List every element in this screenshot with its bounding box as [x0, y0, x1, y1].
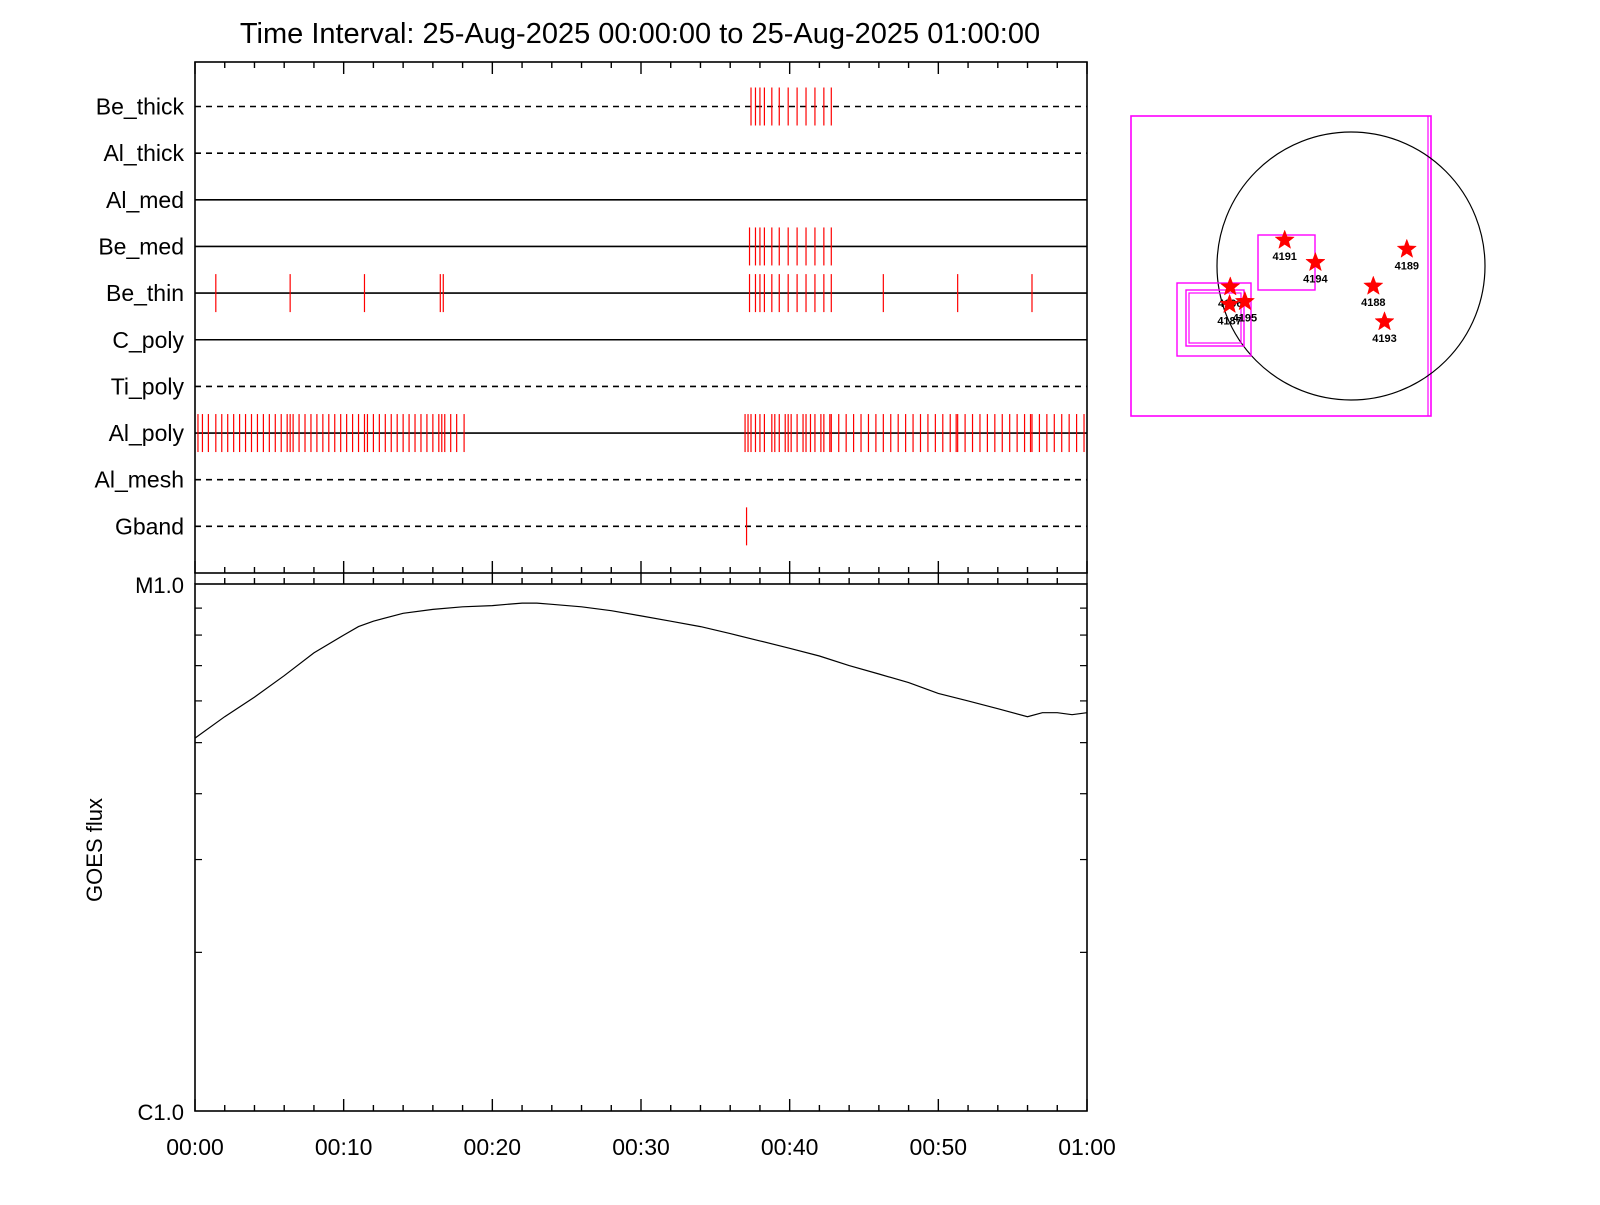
y-axis-label: GOES flux: [82, 798, 107, 902]
active-region-star: [1396, 238, 1417, 258]
filter-label: Be_thin: [106, 280, 184, 306]
filter-label: C_poly: [112, 327, 184, 353]
active-region-label: 4193: [1372, 333, 1396, 345]
y-tick-label: M1.0: [135, 573, 184, 598]
fov-box: [1130, 115, 1432, 417]
active-region-star: [1234, 290, 1256, 311]
goes-flux-line: [194, 602, 1088, 739]
active-region-label: 4187: [1217, 315, 1241, 327]
chart-title: Time Interval: 25-Aug-2025 00:00:00 to 2…: [240, 18, 1040, 50]
x-tick-label: 01:00: [1058, 1134, 1116, 1160]
x-tick-label: 00:20: [464, 1134, 522, 1160]
filter-label: Be_med: [98, 233, 184, 259]
solar-disk-map: 41914194418941884193419641954187: [1130, 115, 1486, 417]
region-box: [1188, 292, 1242, 344]
x-tick-label: 00:10: [315, 1134, 373, 1160]
filter-label: Gband: [115, 513, 184, 539]
active-region-star: [1305, 251, 1326, 272]
x-tick-label: 00:00: [166, 1134, 224, 1160]
goes-flux-panel: 00:00 00:10 00:20 00:30 00:40 00:50 01:00 M1.0 C…: [82, 572, 1116, 1160]
filter-label: Al_thick: [103, 140, 184, 166]
active-region-label: 4195: [1233, 313, 1257, 325]
active-region-star: [1274, 229, 1295, 249]
timeline-frame: [194, 61, 1088, 574]
active-region-label: 4189: [1395, 260, 1419, 272]
filter-timeline-panel: Be_thick Al_thick Al_med Be_med Be_thin C_pol…: [95, 61, 1088, 574]
y-tick-label: C1.0: [138, 1100, 184, 1125]
filter-label: Ti_poly: [111, 373, 185, 399]
active-region-label: 4194: [1303, 274, 1328, 286]
filter-label: Al_poly: [109, 420, 185, 446]
x-tick-label: 00:50: [910, 1134, 968, 1160]
filter-label: Al_mesh: [95, 467, 184, 493]
solar-limb: [1216, 131, 1486, 401]
active-region-star: [1363, 275, 1384, 295]
region-box: [1176, 282, 1252, 357]
filter-label: Al_med: [106, 187, 184, 213]
active-region-star: [1374, 311, 1395, 331]
active-region-star: [1220, 276, 1241, 296]
active-region-label: 4191: [1272, 251, 1296, 263]
active-region-label: 4188: [1361, 297, 1385, 309]
filter-label: Be_thick: [96, 94, 185, 120]
goes-frame: [194, 583, 1088, 1112]
x-tick-label: 00:40: [761, 1134, 819, 1160]
x-tick-label: 00:30: [612, 1134, 670, 1160]
region-box: [1185, 289, 1245, 347]
active-region-star: [1219, 293, 1240, 314]
